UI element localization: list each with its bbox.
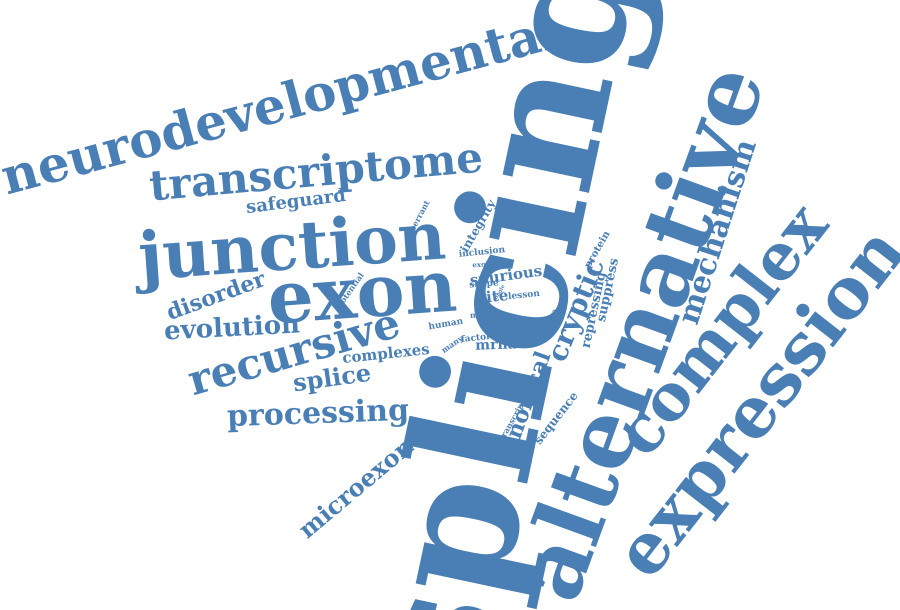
word-processing: processing	[226, 392, 410, 435]
word-exonic: exonic	[472, 258, 498, 270]
word-splice: splice	[291, 357, 373, 398]
word-stage: stage	[482, 318, 498, 325]
